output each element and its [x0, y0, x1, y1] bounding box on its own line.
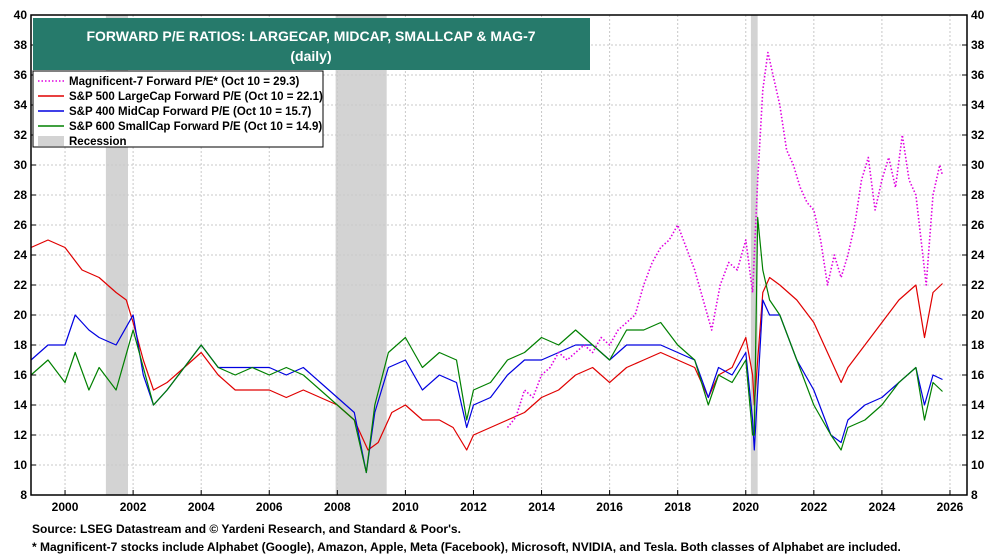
x-tick-label: 2026	[937, 500, 964, 514]
x-tick-label: 2006	[256, 500, 283, 514]
legend-label-3: S&P 400 MidCap Forward P/E (Oct 10 = 15.…	[69, 106, 312, 118]
x-tick-label: 2014	[528, 500, 555, 514]
chart-subtitle: (daily)	[290, 48, 331, 64]
y-tick-label-left: 36	[14, 68, 28, 82]
x-tick-label: 2024	[869, 500, 896, 514]
y-tick-label-left: 24	[14, 248, 28, 262]
y-tick-label-right: 16	[971, 368, 985, 382]
legend-label-4: S&P 600 SmallCap Forward P/E (Oct 10 = 1…	[69, 121, 322, 133]
y-tick-label-left: 18	[14, 338, 28, 352]
y-tick-label-right: 12	[971, 428, 985, 442]
y-tick-label-left: 40	[14, 8, 28, 22]
y-tick-label-right: 32	[971, 128, 985, 142]
x-tick-label: 2016	[596, 500, 623, 514]
series-line-3	[30, 299, 943, 474]
y-tick-label-right: 26	[971, 218, 985, 232]
legend: Magnificent-7 Forward P/E* (Oct 10 = 29.…	[32, 70, 324, 148]
legend-label-2: S&P 500 LargeCap Forward P/E (Oct 10 = 2…	[69, 91, 323, 103]
y-tick-label-left: 8	[20, 488, 27, 502]
title-box: FORWARD P/E RATIOS: LARGECAP, MIDCAP, SM…	[33, 18, 590, 70]
footnote: * Magnificent-7 stocks include Alphabet …	[32, 540, 901, 554]
x-tick-label: 2018	[664, 500, 691, 514]
source-note: Source: LSEG Datastream and © Yardeni Re…	[32, 522, 461, 536]
y-tick-label-right: 34	[971, 98, 985, 112]
y-tick-label-left: 28	[14, 188, 28, 202]
title-background	[33, 18, 590, 70]
legend-box	[32, 70, 324, 148]
x-tick-label: 2000	[52, 500, 79, 514]
x-tick-label: 2012	[460, 500, 487, 514]
y-tick-label-right: 24	[971, 248, 985, 262]
y-tick-label-left: 34	[14, 98, 28, 112]
series-lines	[30, 51, 944, 474]
legend-label-recession: Recession	[69, 136, 127, 148]
y-tick-label-right: 20	[971, 308, 985, 322]
legend-label-1: Magnificent-7 Forward P/E* (Oct 10 = 29.…	[69, 76, 300, 88]
y-tick-label-right: 14	[971, 398, 985, 412]
x-tick-label: 2004	[188, 500, 215, 514]
x-tick-label: 2008	[324, 500, 351, 514]
series-line-4	[30, 216, 943, 474]
x-tick-label: 2002	[120, 500, 147, 514]
y-tick-label-right: 22	[971, 278, 985, 292]
y-tick-label-right: 8	[971, 488, 978, 502]
y-tick-label-right: 36	[971, 68, 985, 82]
x-tick-label: 2022	[800, 500, 827, 514]
series-line-1	[506, 51, 944, 429]
y-tick-label-left: 10	[14, 458, 28, 472]
y-tick-label-left: 16	[14, 368, 28, 382]
x-tick-label: 2010	[392, 500, 419, 514]
y-tick-label-right: 18	[971, 338, 985, 352]
y-tick-label-right: 10	[971, 458, 985, 472]
y-tick-label-right: 40	[971, 8, 985, 22]
legend-swatch-recession	[38, 136, 64, 146]
y-tick-label-left: 38	[14, 38, 28, 52]
y-tick-label-left: 26	[14, 218, 28, 232]
y-tick-label-left: 30	[14, 158, 28, 172]
y-tick-label-right: 38	[971, 38, 985, 52]
y-tick-label-left: 32	[14, 128, 28, 142]
y-tick-label-left: 22	[14, 278, 28, 292]
y-tick-label-right: 28	[971, 188, 985, 202]
y-tick-label-right: 30	[971, 158, 985, 172]
chart-title: FORWARD P/E RATIOS: LARGECAP, MIDCAP, SM…	[86, 28, 535, 44]
y-tick-label-left: 14	[14, 398, 28, 412]
x-tick-label: 2020	[732, 500, 759, 514]
y-tick-label-left: 12	[14, 428, 28, 442]
series-line-2	[30, 239, 943, 451]
y-tick-label-left: 20	[14, 308, 28, 322]
